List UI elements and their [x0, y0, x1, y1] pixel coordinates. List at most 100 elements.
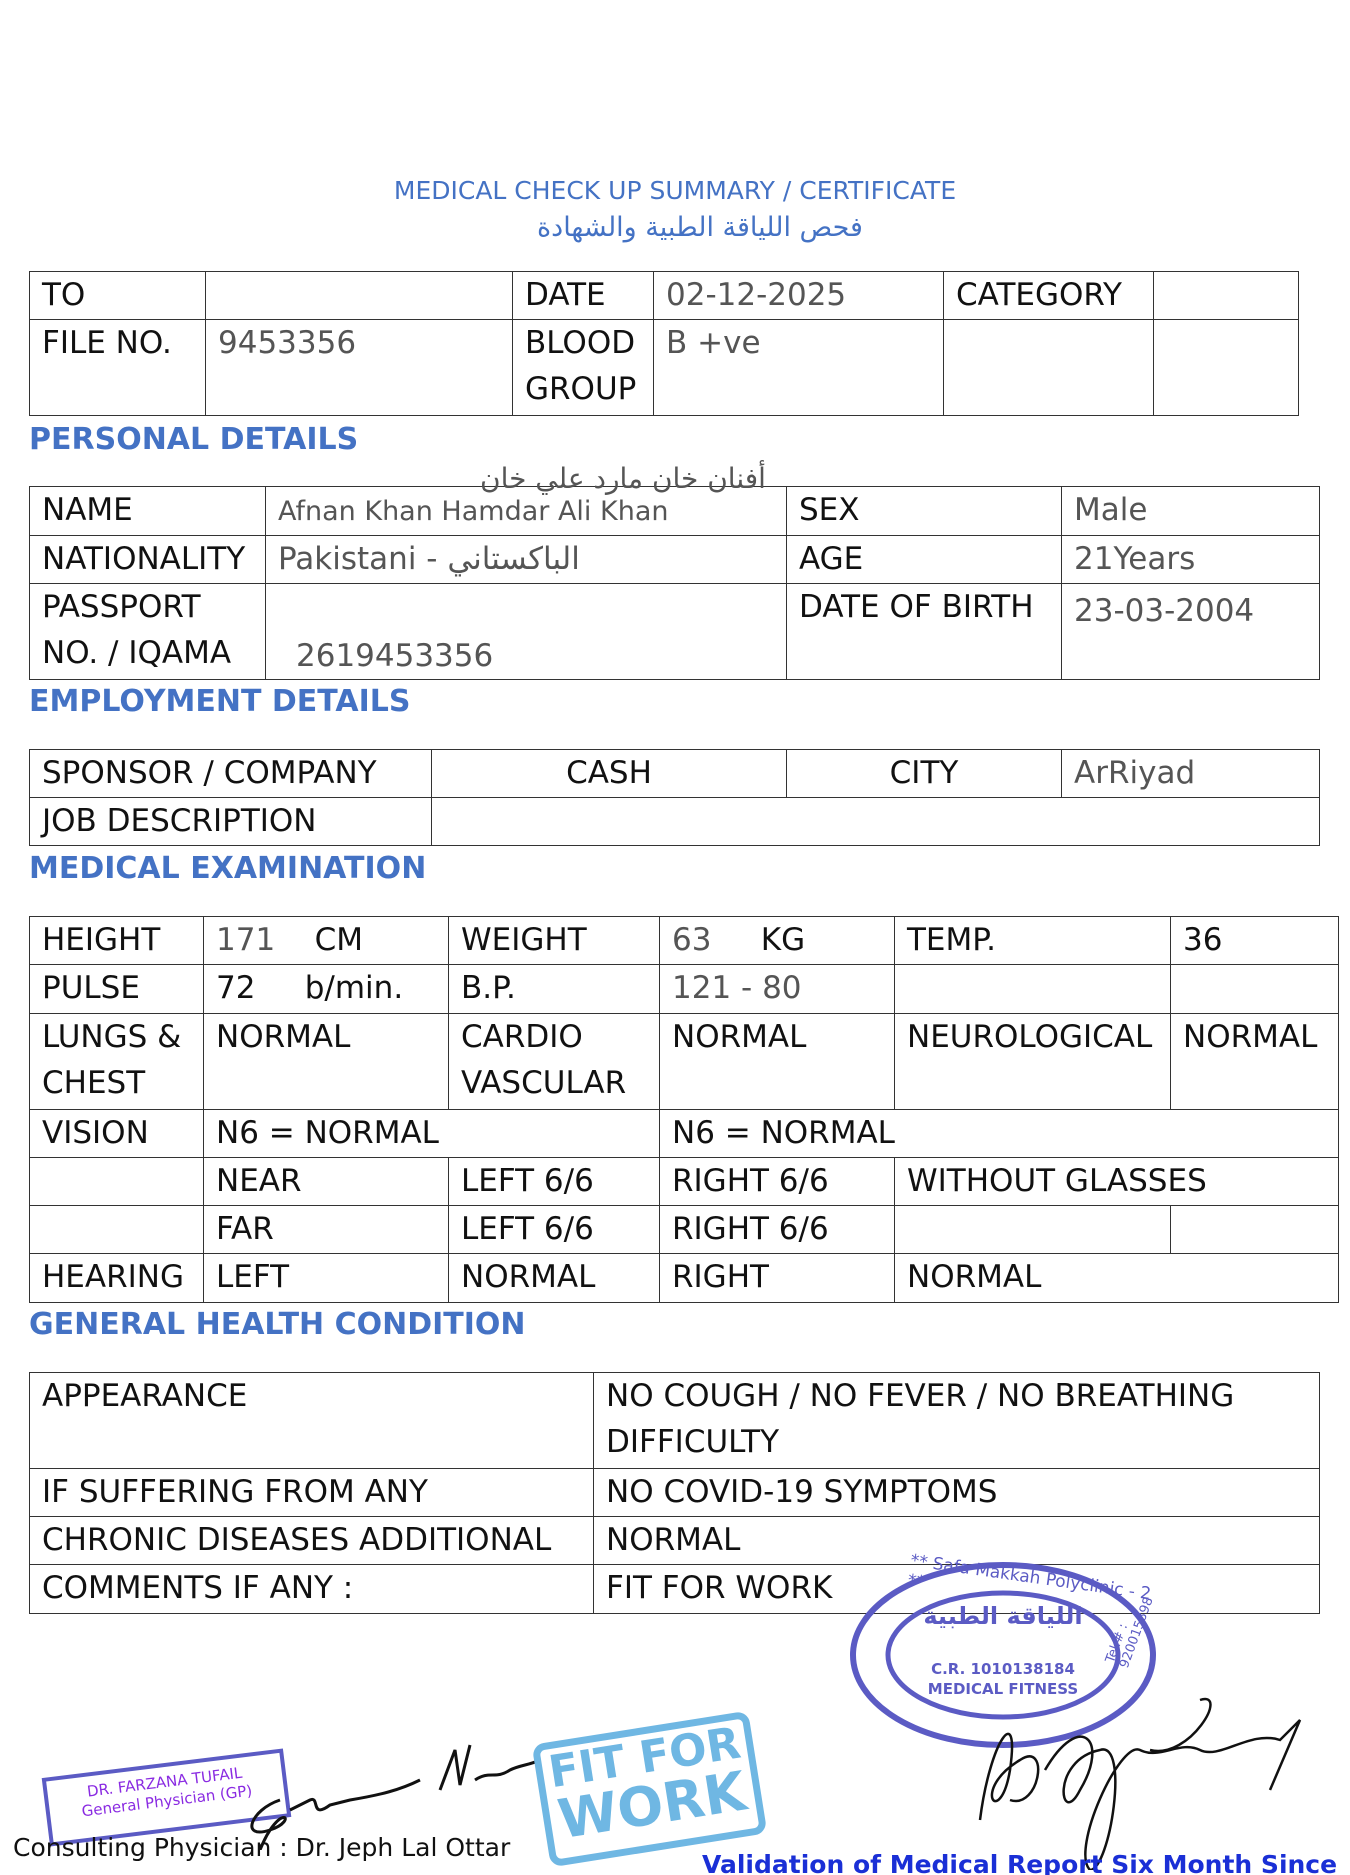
nationality-value: Pakistani - الباكستاني	[265, 535, 787, 584]
file-label: FILE NO.	[29, 319, 206, 416]
date-label: DATE	[512, 271, 654, 320]
hearing-left: NORMAL	[448, 1253, 660, 1303]
hearing-left-label: LEFT	[203, 1253, 449, 1303]
empty-cell	[1170, 964, 1339, 1014]
header-table: TO DATE 02-12-2025 CATEGORY FILE NO. 9453356…	[29, 271, 1299, 416]
passport-label-1: PASSPORT	[42, 589, 201, 625]
vision-left: N6 = NORMAL	[203, 1109, 660, 1158]
medical-table: HEIGHT 171 CM WEIGHT 63 KG TEMP. 36 PULSE 72 b…	[29, 916, 1339, 1303]
temp-value: 36	[1170, 916, 1339, 965]
clinic-stamp: ** Safa Makkah Polyclinic - 2 ** اللياقة…	[848, 1551, 1158, 1750]
weight-label: WEIGHT	[448, 916, 660, 965]
clinic-arabic: اللياقة الطبية	[923, 1602, 1083, 1630]
pulse-cell: 72 b/min.	[203, 964, 449, 1014]
passport-value: 2619453356	[265, 583, 787, 680]
chronic-label: CHRONIC DISEASES ADDITIONAL	[29, 1516, 594, 1565]
cardio-value: NORMAL	[659, 1013, 895, 1110]
empty-cell	[1153, 319, 1299, 416]
city-value: ArRiyad	[1061, 749, 1320, 798]
weight-unit: KG	[760, 922, 806, 958]
blood-group-label: BLOOD GROUP	[512, 319, 654, 416]
document-title-arabic: فحص اللياقة الطبية والشهادة	[537, 212, 863, 243]
vision-label: VISION	[29, 1109, 204, 1158]
far-right: RIGHT 6/6	[659, 1205, 895, 1254]
appearance-label: APPEARANCE	[29, 1372, 594, 1469]
lungs-label-1: LUNGS &	[42, 1019, 182, 1055]
hearing-label: HEARING	[29, 1253, 204, 1303]
empty-cell	[894, 1205, 1171, 1254]
weight-cell: 63 KG	[659, 916, 895, 965]
height-unit: CM	[314, 922, 363, 958]
sex-label: SEX	[786, 486, 1062, 536]
weight-value: 63	[672, 922, 712, 958]
city-label: CITY	[786, 749, 1062, 798]
to-label: TO	[29, 271, 206, 320]
to-value	[205, 271, 513, 320]
near-label: NEAR	[203, 1157, 449, 1206]
medical-examination-heading: MEDICAL EXAMINATION	[29, 851, 427, 886]
blood-label-2: GROUP	[525, 371, 637, 407]
age-value: 21Years	[1061, 535, 1320, 584]
passport-label: PASSPORT NO. / IQAMA	[29, 583, 266, 680]
far-label: FAR	[203, 1205, 449, 1254]
appearance-value-2: DIFFICULTY	[606, 1424, 780, 1460]
personal-details-heading: PERSONAL DETAILS	[29, 422, 359, 457]
signature-left-icon	[250, 1744, 541, 1850]
validation-note: Validation of Medical Report Six Month S…	[702, 1850, 1338, 1875]
date-value: 02-12-2025	[653, 271, 944, 320]
appearance-value-1: NO COUGH / NO FEVER / NO BREATHING	[606, 1378, 1235, 1414]
hearing-right-label: RIGHT	[659, 1253, 895, 1303]
empty-cell	[29, 1157, 204, 1206]
bp-label: B.P.	[448, 964, 660, 1014]
lungs-label-2: CHEST	[42, 1065, 146, 1101]
sponsor-value: CASH	[431, 749, 787, 798]
job-label: JOB DESCRIPTION	[29, 797, 432, 846]
neuro-value: NORMAL	[1170, 1013, 1339, 1110]
cardio-label-1: CARDIO	[461, 1019, 583, 1055]
comments-label: COMMENTS IF ANY :	[29, 1564, 594, 1614]
sponsor-label: SPONSOR / COMPANY	[29, 749, 432, 798]
cardio-label: CARDIO VASCULAR	[448, 1013, 660, 1110]
suffering-label: IF SUFFERING FROM ANY	[29, 1468, 594, 1517]
lungs-label: LUNGS & CHEST	[29, 1013, 204, 1110]
consulting-physician: Consulting Physician : Dr. Jeph Lal Otta…	[13, 1833, 511, 1862]
height-value: 171	[216, 922, 276, 958]
pulse-label: PULSE	[29, 964, 204, 1014]
blood-label-1: BLOOD	[525, 325, 636, 361]
fit-for-work-stamp: FIT FOR WORK	[531, 1710, 768, 1868]
neuro-label: NEUROLOGICAL	[894, 1013, 1171, 1110]
name-label: NAME	[29, 486, 266, 536]
cardio-label-2: VASCULAR	[461, 1065, 627, 1101]
vision-right: N6 = NORMAL	[659, 1109, 1339, 1158]
nationality-label: NATIONALITY	[29, 535, 266, 584]
category-label: CATEGORY	[943, 271, 1154, 320]
employment-details-heading: EMPLOYMENT DETAILS	[29, 684, 411, 719]
near-left: LEFT 6/6	[448, 1157, 660, 1206]
appearance-value: NO COUGH / NO FEVER / NO BREATHING DIFFIC…	[593, 1372, 1320, 1469]
file-value: 9453356	[205, 319, 513, 416]
pulse-value: 72	[216, 970, 256, 1006]
clinic-stamp-icon	[850, 1562, 1156, 1748]
dob-value: 23-03-2004	[1061, 583, 1320, 680]
height-cell: 171 CM	[203, 916, 449, 965]
far-left: LEFT 6/6	[448, 1205, 660, 1254]
blood-value: B +ve	[653, 319, 944, 416]
category-value	[1153, 271, 1299, 320]
document-title: MEDICAL CHECK UP SUMMARY / CERTIFICATE	[393, 176, 957, 205]
passport-label-2: NO. / IQAMA	[42, 635, 232, 671]
height-label: HEIGHT	[29, 916, 204, 965]
suffering-value: NO COVID-19 SYMPTOMS	[593, 1468, 1320, 1517]
general-health-heading: GENERAL HEALTH CONDITION	[29, 1307, 526, 1342]
age-label: AGE	[786, 535, 1062, 584]
employment-table: SPONSOR / COMPANY CASH CITY ArRiyad JOB DES…	[29, 749, 1320, 846]
name-value: Afnan Khan Hamdar Ali Khan	[265, 486, 787, 536]
empty-cell	[1170, 1205, 1339, 1254]
temp-label: TEMP.	[894, 916, 1171, 965]
signature-right-icon	[978, 1697, 1302, 1870]
empty-cell	[894, 964, 1171, 1014]
personal-table: NAME Afnan Khan Hamdar Ali Khan SEX Male NA…	[29, 486, 1320, 680]
lungs-value: NORMAL	[203, 1013, 449, 1110]
bp-value: 121 - 80	[659, 964, 895, 1014]
hearing-right: NORMAL	[894, 1253, 1339, 1303]
